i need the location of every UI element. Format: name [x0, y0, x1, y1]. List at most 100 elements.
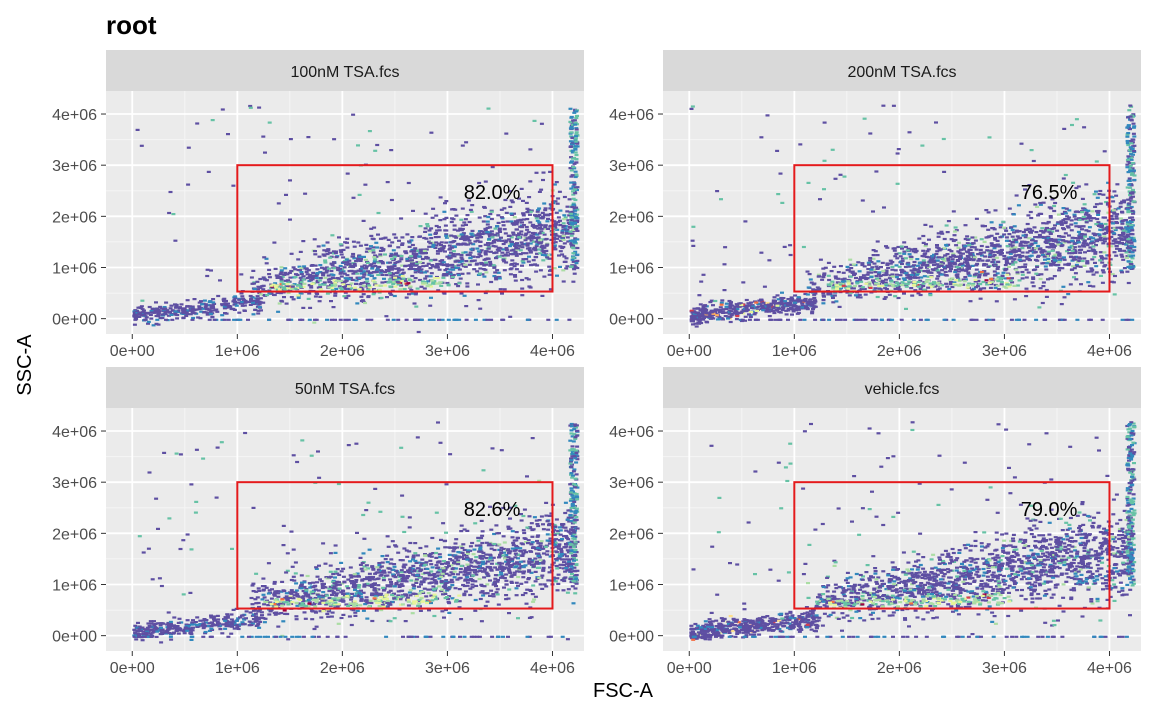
density-cell	[353, 270, 358, 273]
density-cell	[849, 267, 854, 270]
density-cell	[927, 283, 932, 286]
density-cell	[441, 274, 446, 277]
density-cell	[571, 190, 575, 193]
density-cell	[811, 308, 815, 311]
density-cell	[257, 106, 262, 109]
density-cell	[406, 282, 411, 285]
density-cell	[181, 311, 186, 315]
density-cell	[871, 249, 876, 252]
density-cell	[924, 264, 929, 267]
density-cell	[520, 287, 525, 290]
density-cell	[867, 284, 872, 287]
density-cell	[164, 301, 169, 304]
density-cell	[771, 307, 776, 310]
density-cell	[1012, 225, 1017, 228]
density-cell	[558, 250, 563, 253]
density-cell	[907, 265, 912, 268]
density-cell	[1053, 253, 1058, 256]
density-cell	[871, 279, 875, 282]
density-cell	[1025, 251, 1030, 254]
density-cell	[913, 251, 918, 254]
density-cell	[1076, 237, 1081, 240]
density-cell	[315, 281, 320, 284]
density-cell	[1061, 227, 1065, 230]
density-cell	[820, 278, 825, 281]
density-cell	[568, 145, 573, 148]
density-cell	[1069, 219, 1074, 222]
density-cell	[1014, 194, 1019, 197]
density-cell	[848, 270, 853, 273]
density-cell	[803, 307, 808, 310]
density-cell	[496, 239, 501, 242]
density-cell	[465, 282, 470, 285]
density-cell	[727, 312, 732, 315]
density-cell	[1023, 188, 1027, 191]
density-cell	[1114, 217, 1119, 220]
density-cell	[857, 318, 862, 321]
density-cell	[722, 263, 727, 266]
density-cell	[566, 516, 571, 519]
density-cell	[459, 237, 464, 240]
density-cell	[1024, 228, 1029, 231]
density-cell	[571, 166, 576, 169]
density-cell	[505, 251, 510, 254]
density-cell	[493, 245, 498, 248]
density-cell	[798, 300, 803, 303]
density-cell	[775, 149, 780, 152]
density-cell	[1015, 284, 1020, 287]
density-cell	[803, 297, 808, 301]
density-cell	[1120, 222, 1125, 225]
density-cell	[438, 219, 443, 222]
density-cell	[389, 558, 394, 561]
density-cell	[851, 263, 856, 266]
density-cell	[482, 258, 487, 261]
density-cell	[310, 274, 315, 277]
density-cell	[996, 276, 1001, 279]
density-cell	[456, 285, 461, 288]
density-cell	[524, 277, 529, 280]
density-cell	[897, 265, 902, 268]
density-cell	[378, 271, 383, 274]
density-cell	[353, 611, 358, 614]
density-cell	[520, 243, 525, 246]
density-cell	[478, 267, 483, 270]
density-cell	[521, 199, 525, 202]
density-cell	[1085, 217, 1090, 220]
density-cell	[1023, 233, 1028, 236]
density-cell	[351, 252, 356, 256]
density-cell	[539, 122, 544, 125]
density-cell	[1094, 160, 1099, 163]
density-cell	[290, 284, 295, 287]
density-cell	[1130, 162, 1135, 165]
density-cell	[419, 249, 424, 252]
density-cell	[711, 312, 716, 315]
density-cell	[1050, 249, 1055, 252]
density-cell	[1096, 221, 1101, 224]
density-cell	[429, 131, 434, 134]
density-cell	[1111, 209, 1116, 212]
density-cell	[1051, 238, 1056, 241]
density-cell	[691, 244, 696, 247]
density-cell	[512, 262, 517, 265]
density-cell	[571, 119, 576, 122]
density-cell	[1132, 249, 1137, 252]
density-cell	[1129, 158, 1134, 161]
density-cell	[307, 318, 312, 321]
density-cell	[895, 281, 900, 284]
density-cell	[313, 250, 317, 253]
density-cell	[574, 227, 579, 230]
density-cell	[285, 283, 290, 286]
density-cell	[542, 202, 547, 205]
density-cell	[511, 233, 516, 236]
density-cell	[199, 310, 204, 313]
density-cell	[1026, 271, 1031, 274]
density-cell	[1036, 236, 1041, 239]
density-cell	[947, 248, 952, 251]
density-cell	[965, 238, 970, 241]
density-cell	[248, 104, 253, 108]
density-cell	[575, 224, 580, 228]
density-cell	[396, 269, 401, 272]
density-cell	[856, 261, 861, 264]
density-cell	[1103, 222, 1108, 226]
